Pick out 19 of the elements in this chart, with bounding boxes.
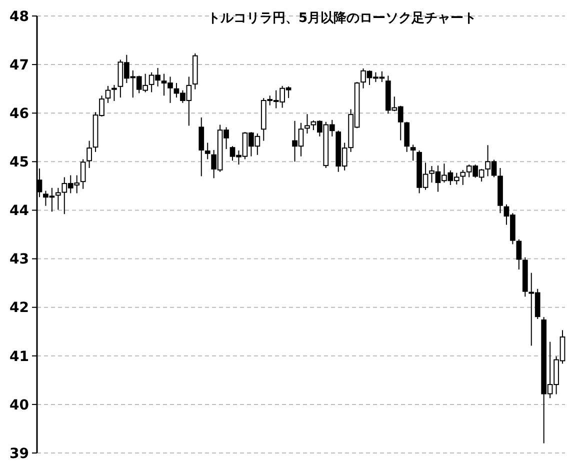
- y-tick-label: 47: [10, 57, 29, 74]
- y-tick-label: 42: [10, 300, 29, 316]
- candlestick: [404, 121, 410, 152]
- candlestick: [410, 144, 416, 162]
- y-tick-label: 45: [10, 154, 29, 171]
- candlestick: [198, 116, 204, 177]
- chart-title: トルコリラ円、5月以降のローソク足チャート: [207, 11, 477, 26]
- y-tick-label: 46: [10, 106, 29, 122]
- candlestick: [80, 158, 86, 190]
- y-tick-label: 39: [10, 446, 29, 462]
- y-tick-label: 43: [10, 252, 29, 268]
- candlestick: [105, 85, 111, 104]
- y-tick-label: 44: [10, 203, 30, 220]
- candlestick: [204, 142, 210, 160]
- y-tick-label: 41: [10, 348, 29, 365]
- y-tick-label: 48: [10, 8, 29, 25]
- candlestick: [112, 84, 117, 102]
- y-tick-label: 40: [10, 397, 30, 414]
- candlestick: [86, 140, 92, 168]
